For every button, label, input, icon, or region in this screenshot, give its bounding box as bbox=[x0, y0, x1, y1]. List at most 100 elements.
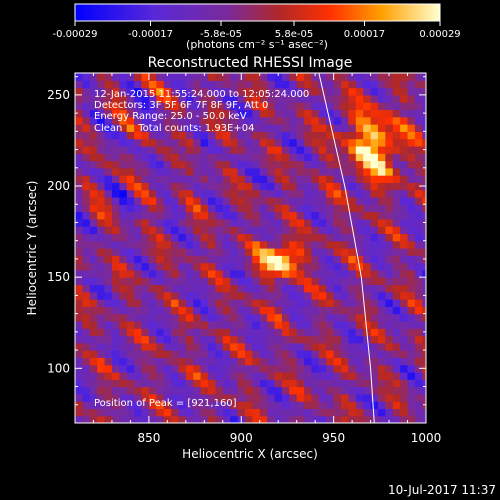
heatmap-cell bbox=[377, 313, 386, 322]
heatmap-cell bbox=[89, 357, 98, 366]
heatmap-cell bbox=[156, 364, 165, 373]
heatmap-cell bbox=[311, 364, 320, 373]
heatmap-cell bbox=[178, 131, 187, 140]
heatmap-cell bbox=[134, 350, 143, 358]
heatmap-cell bbox=[274, 196, 283, 205]
heatmap-cell bbox=[200, 248, 209, 256]
heatmap-cell bbox=[267, 204, 276, 213]
heatmap-cell bbox=[156, 218, 165, 227]
heatmap-cell bbox=[363, 94, 372, 103]
heatmap-cell bbox=[126, 102, 135, 111]
heatmap-cell bbox=[311, 145, 320, 154]
heatmap-cell bbox=[237, 306, 246, 315]
heatmap-cell bbox=[281, 277, 290, 286]
heatmap-cell bbox=[377, 167, 386, 176]
heatmap-cell bbox=[377, 153, 386, 162]
heatmap-cell bbox=[171, 94, 180, 103]
heatmap-cell bbox=[377, 124, 386, 132]
heatmap-cell bbox=[385, 211, 394, 220]
heatmap-cell bbox=[215, 284, 224, 293]
heatmap-cell bbox=[289, 320, 298, 329]
heatmap-cell bbox=[75, 342, 83, 351]
heatmap-cell bbox=[363, 393, 372, 402]
heatmap-cell bbox=[185, 306, 194, 315]
plot-frame bbox=[74, 72, 427, 424]
heatmap-cell bbox=[252, 189, 261, 198]
heatmap-cell bbox=[200, 182, 209, 191]
heatmap-cell bbox=[97, 386, 106, 395]
heatmap-cell bbox=[259, 189, 268, 198]
heatmap-cell bbox=[341, 109, 350, 118]
heatmap-cell bbox=[370, 401, 379, 410]
heatmap-cell bbox=[377, 335, 386, 344]
heatmap-cell bbox=[252, 291, 261, 300]
heatmap-cell bbox=[333, 415, 342, 423]
heatmap-cell bbox=[377, 262, 386, 271]
heatmap-cell bbox=[156, 138, 165, 147]
heatmap-cell bbox=[185, 145, 194, 154]
heatmap-cell bbox=[296, 320, 305, 329]
heatmap-cell bbox=[311, 240, 320, 249]
heatmap-cell bbox=[141, 138, 150, 147]
heatmap-cell bbox=[259, 116, 268, 125]
heatmap-cell bbox=[311, 350, 320, 358]
heatmap-cell bbox=[259, 379, 268, 388]
heatmap-cell bbox=[407, 116, 416, 125]
heatmap-cell bbox=[82, 364, 91, 373]
heatmap-cell bbox=[304, 226, 313, 235]
heatmap-cell bbox=[237, 138, 246, 147]
timestamp: 10-Jul-2017 11:37 bbox=[388, 483, 496, 497]
heatmap-cell bbox=[370, 408, 379, 417]
heatmap-cell bbox=[370, 167, 379, 176]
heatmap-cell bbox=[348, 233, 357, 242]
heatmap-cell bbox=[304, 401, 313, 410]
heatmap-cell bbox=[237, 124, 246, 132]
heatmap-cell bbox=[163, 167, 172, 176]
heatmap-cell bbox=[200, 87, 209, 96]
heatmap-cell bbox=[244, 379, 253, 388]
heatmap-cell bbox=[326, 102, 335, 111]
heatmap-cell bbox=[281, 284, 290, 293]
heatmap-cell bbox=[326, 196, 335, 205]
heatmap-cell bbox=[304, 196, 313, 205]
heatmap-cell bbox=[97, 328, 106, 337]
heatmap-cell bbox=[237, 248, 246, 256]
heatmap-cell bbox=[326, 320, 335, 329]
heatmap-cell bbox=[148, 255, 157, 264]
heatmap-cell bbox=[385, 408, 394, 417]
heatmap-cell bbox=[89, 131, 98, 140]
heatmap-cell bbox=[377, 116, 386, 125]
heatmap-cell bbox=[267, 87, 276, 96]
heatmap-cell bbox=[289, 87, 298, 96]
heatmap-cell bbox=[178, 204, 187, 213]
heatmap-cell bbox=[304, 211, 313, 220]
heatmap-cell bbox=[304, 160, 313, 169]
heatmap-cell bbox=[318, 240, 327, 249]
heatmap-cell bbox=[126, 320, 135, 329]
heatmap-cell bbox=[326, 109, 335, 118]
heatmap-cell bbox=[171, 408, 180, 417]
heatmap-cell bbox=[274, 248, 283, 256]
heatmap-cell bbox=[370, 262, 379, 271]
heatmap-cell bbox=[119, 335, 128, 344]
heatmap-cell bbox=[259, 87, 268, 96]
heatmap-cell bbox=[377, 320, 386, 329]
heatmap-cell bbox=[341, 175, 350, 183]
heatmap-cell bbox=[348, 102, 357, 111]
heatmap-cell bbox=[126, 189, 135, 198]
heatmap-cell bbox=[89, 299, 98, 307]
heatmap-cell bbox=[156, 357, 165, 366]
heatmap-cell bbox=[252, 102, 261, 111]
heatmap-cell bbox=[259, 350, 268, 358]
heatmap-cell bbox=[304, 204, 313, 213]
heatmap-cell bbox=[318, 379, 327, 388]
heatmap-cell bbox=[111, 196, 120, 205]
heatmap-cell bbox=[392, 102, 401, 111]
heatmap-cell bbox=[289, 233, 298, 242]
heatmap-cell bbox=[259, 313, 268, 322]
heatmap-cell bbox=[134, 138, 143, 147]
heatmap-cell bbox=[363, 233, 372, 242]
heatmap-cell bbox=[141, 131, 150, 140]
heatmap-cell bbox=[377, 379, 386, 388]
heatmap-cell bbox=[185, 160, 194, 169]
